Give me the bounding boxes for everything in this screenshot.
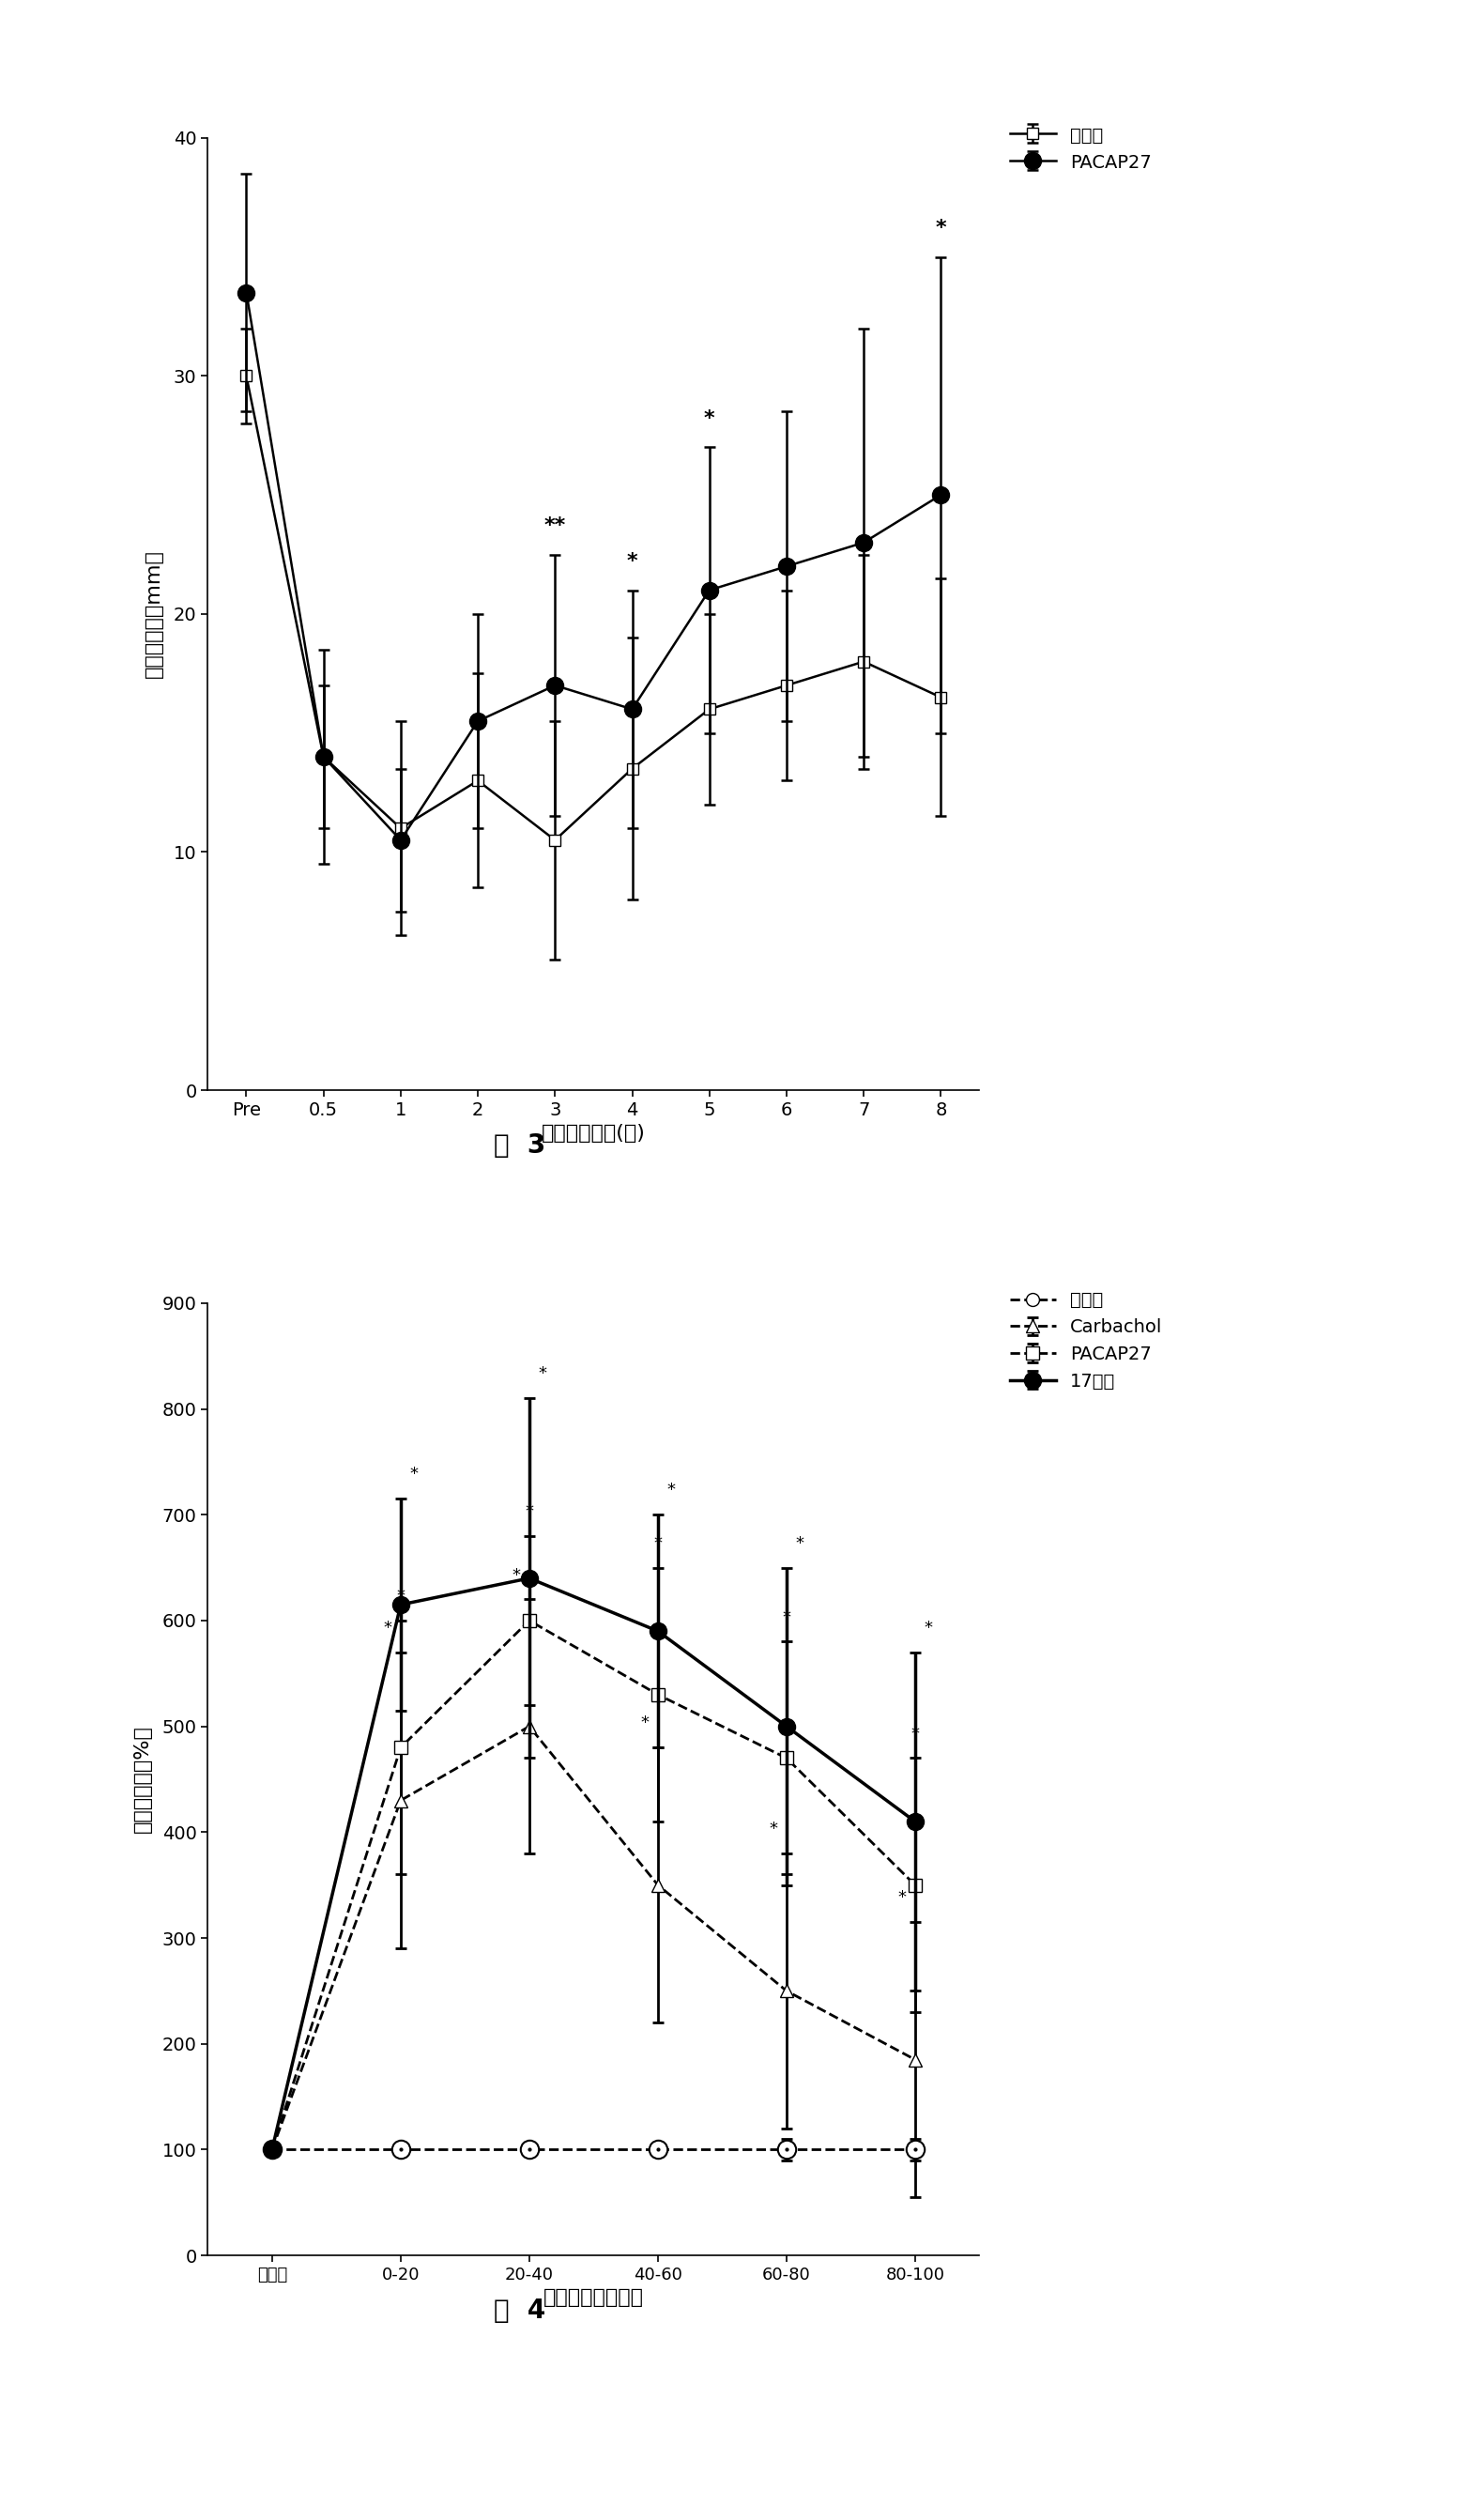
Text: *: *	[898, 1890, 907, 1907]
Text: *: *	[653, 1534, 662, 1551]
Legend: 对照组, PACAP27: 对照组, PACAP27	[1003, 118, 1159, 178]
Text: *: *	[782, 1609, 791, 1626]
Text: *: *	[703, 408, 715, 429]
Legend: 对照组, Carbachol, PACAP27, 17号肽: 对照组, Carbachol, PACAP27, 17号肽	[1003, 1283, 1169, 1398]
Text: *: *	[410, 1466, 418, 1484]
Text: **: **	[545, 516, 565, 536]
X-axis label: 温育时间（分钟）: 温育时间（分钟）	[543, 2288, 644, 2308]
Text: *: *	[626, 551, 638, 571]
Text: *: *	[641, 1714, 650, 1732]
Text: 图  4: 图 4	[494, 2298, 545, 2323]
X-axis label: 手术后的时间(周): 手术后的时间(周)	[542, 1125, 646, 1143]
Text: *: *	[923, 1619, 932, 1636]
Text: *: *	[396, 1589, 405, 1604]
Y-axis label: 角膜敏感性（mm）: 角膜敏感性（mm）	[144, 549, 163, 679]
Text: 图  3: 图 3	[494, 1133, 545, 1158]
Text: *: *	[769, 1819, 778, 1837]
Y-axis label: 蛋白分泌率（%）: 蛋白分泌率（%）	[132, 1724, 151, 1834]
Text: *: *	[935, 218, 947, 238]
Text: *: *	[383, 1619, 392, 1636]
Text: *: *	[512, 1566, 521, 1584]
Text: *: *	[911, 1724, 920, 1742]
Text: *: *	[525, 1504, 534, 1521]
Text: *: *	[795, 1534, 804, 1551]
Text: *: *	[666, 1481, 675, 1499]
Text: *: *	[537, 1366, 546, 1383]
